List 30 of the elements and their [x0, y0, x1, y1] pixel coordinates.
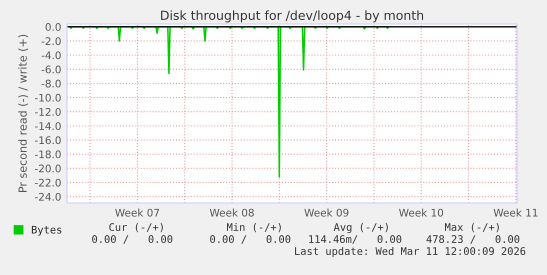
x-tick-label: Week 07 [115, 208, 160, 217]
text: 0.00 / 0.00 [92, 235, 172, 244]
x-tick-label: Week 09 [304, 208, 348, 217]
y-tick-label: -12.0 [35, 108, 61, 116]
legend-label: Bytes [32, 226, 62, 236]
text: 0.00 / 0.00 [210, 235, 290, 244]
text: 478.23 / 0.00 [426, 235, 520, 244]
text: Min (-/+) [226, 222, 281, 232]
y-tick-label: -2.0 [42, 37, 61, 46]
x-tick-label: Week 08 [210, 208, 254, 217]
y-tick-label: -8.0 [42, 80, 61, 88]
text: Max (-/+) [444, 223, 499, 232]
text: Cur (-/+) [109, 223, 163, 232]
y-tick-label: -16.0 [35, 136, 61, 144]
y-tick-label: -6.0 [42, 66, 61, 74]
x-tick-label: Week 11 [494, 208, 538, 217]
y-tick-label: 0.0 [46, 23, 61, 31]
text: Avg (-/+) [334, 222, 388, 234]
text: 114.46m/ 0.00 [309, 235, 402, 244]
y-tick-label: -14.0 [35, 122, 61, 130]
y-tick-label: -10.0 [35, 94, 61, 102]
text: Last update: Wed Mar 11 12:00:09 2026 [295, 246, 526, 258]
y-tick-label: -22.0 [35, 178, 61, 187]
y-tick-label: -18.0 [35, 150, 61, 158]
chart-title: Disk throughput for /dev/loop4 - by month [161, 10, 424, 22]
x-tick-label: Week 10 [399, 208, 444, 217]
y-tick-label: -20.0 [35, 164, 61, 172]
y-tick-label: -24.0 [35, 192, 61, 201]
y-axis-title: Pr second read (-) / write (+) [18, 34, 28, 192]
y-tick-label: -4.0 [42, 51, 61, 60]
